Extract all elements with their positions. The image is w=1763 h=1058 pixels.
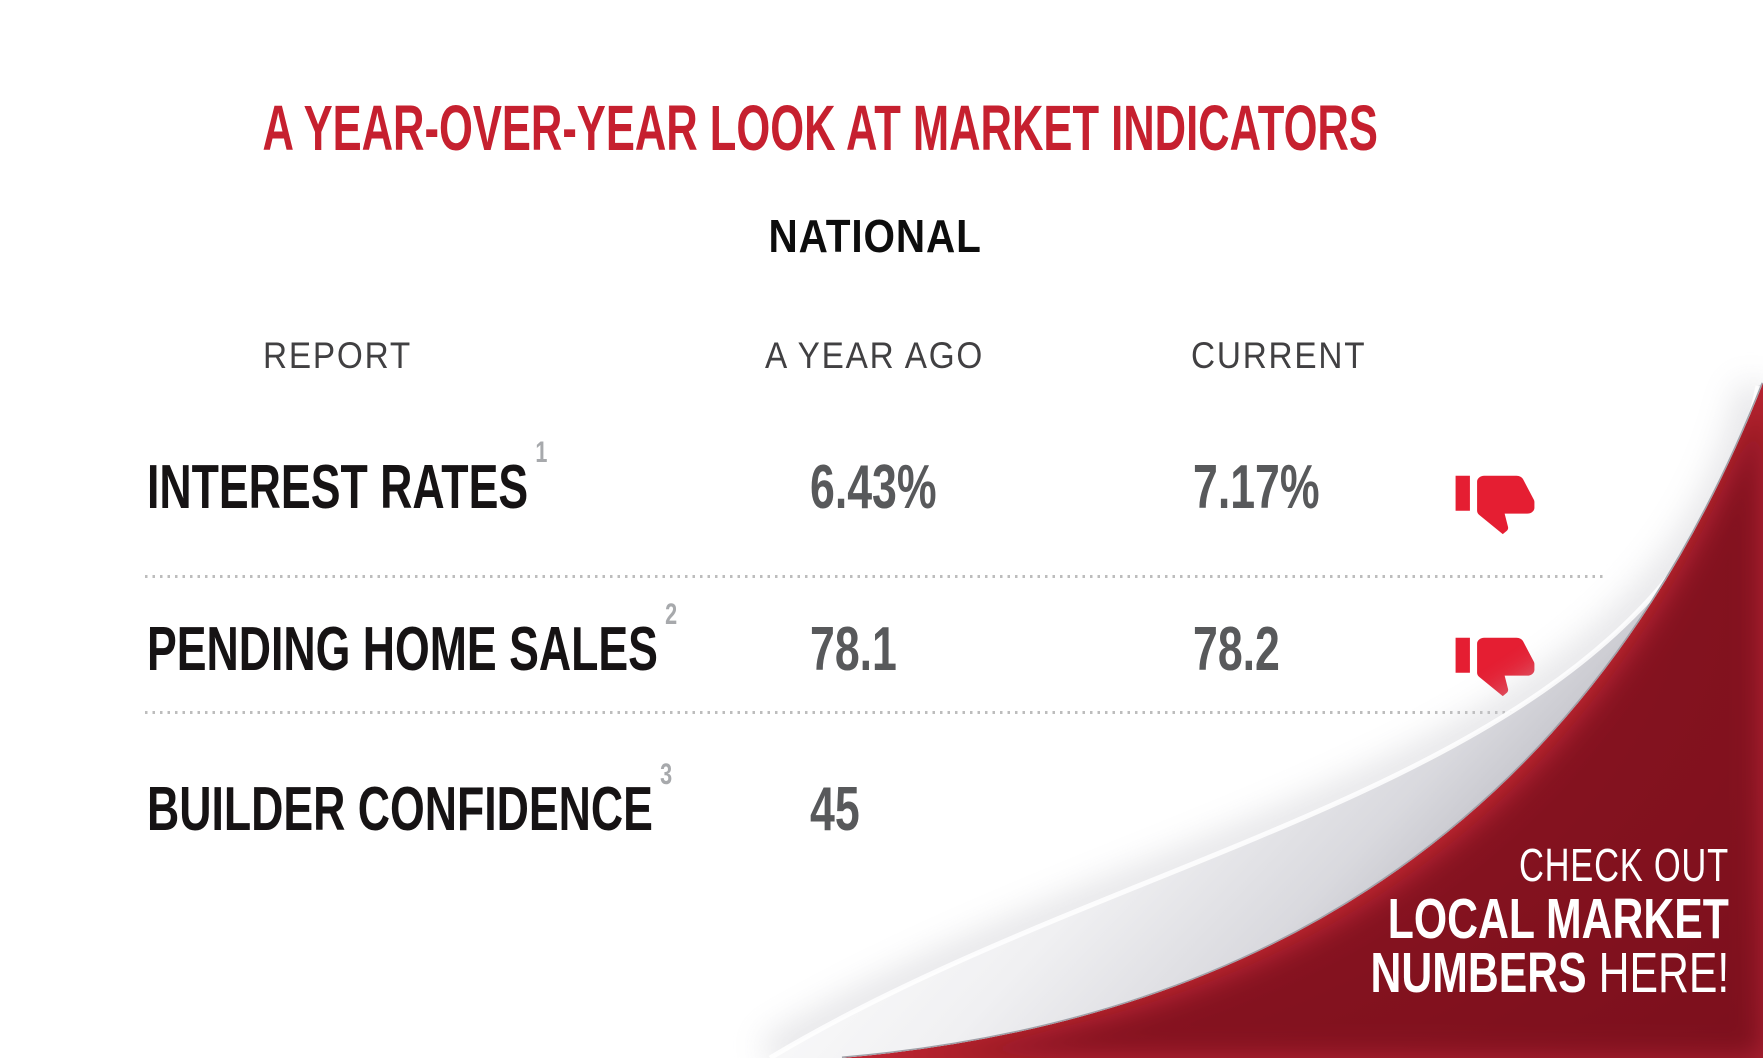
column-header-year-ago: A YEAR AGO <box>765 335 985 376</box>
row-label: BUILDER CONFIDENCE3 <box>147 758 673 844</box>
value-year-ago: 78.1 <box>810 615 897 684</box>
footnote-marker: 1 <box>535 436 548 470</box>
cta-line-3: NUMBERS HERE! <box>1370 941 1729 1005</box>
thumbs-down-icon <box>1452 629 1538 699</box>
column-header-current: CURRENT <box>1191 335 1367 376</box>
footnote-marker: 3 <box>660 758 673 792</box>
value-current: 78.2 <box>1193 615 1280 684</box>
page-title: A YEAR-OVER-YEAR LOOK AT MARKET INDICATO… <box>262 92 1378 164</box>
dotted-divider <box>145 711 1517 714</box>
table-row: PENDING HOME SALES2 78.1 78.2 <box>0 619 1763 709</box>
value-year-ago: 45 <box>810 775 860 844</box>
dotted-divider <box>145 575 1603 578</box>
column-header-report: REPORT <box>263 335 412 376</box>
table-row: BUILDER CONFIDENCE3 45 <box>0 779 1763 869</box>
value-current: 7.17% <box>1193 453 1320 522</box>
section-label-national: NATIONAL <box>768 210 982 262</box>
value-year-ago: 6.43% <box>810 453 937 522</box>
row-label: INTEREST RATES1 <box>147 436 548 522</box>
footnote-marker: 2 <box>665 598 678 632</box>
table-row: INTEREST RATES1 6.43% 7.17% <box>0 457 1763 547</box>
row-label: PENDING HOME SALES2 <box>147 598 678 684</box>
thumbs-down-icon <box>1452 467 1538 537</box>
